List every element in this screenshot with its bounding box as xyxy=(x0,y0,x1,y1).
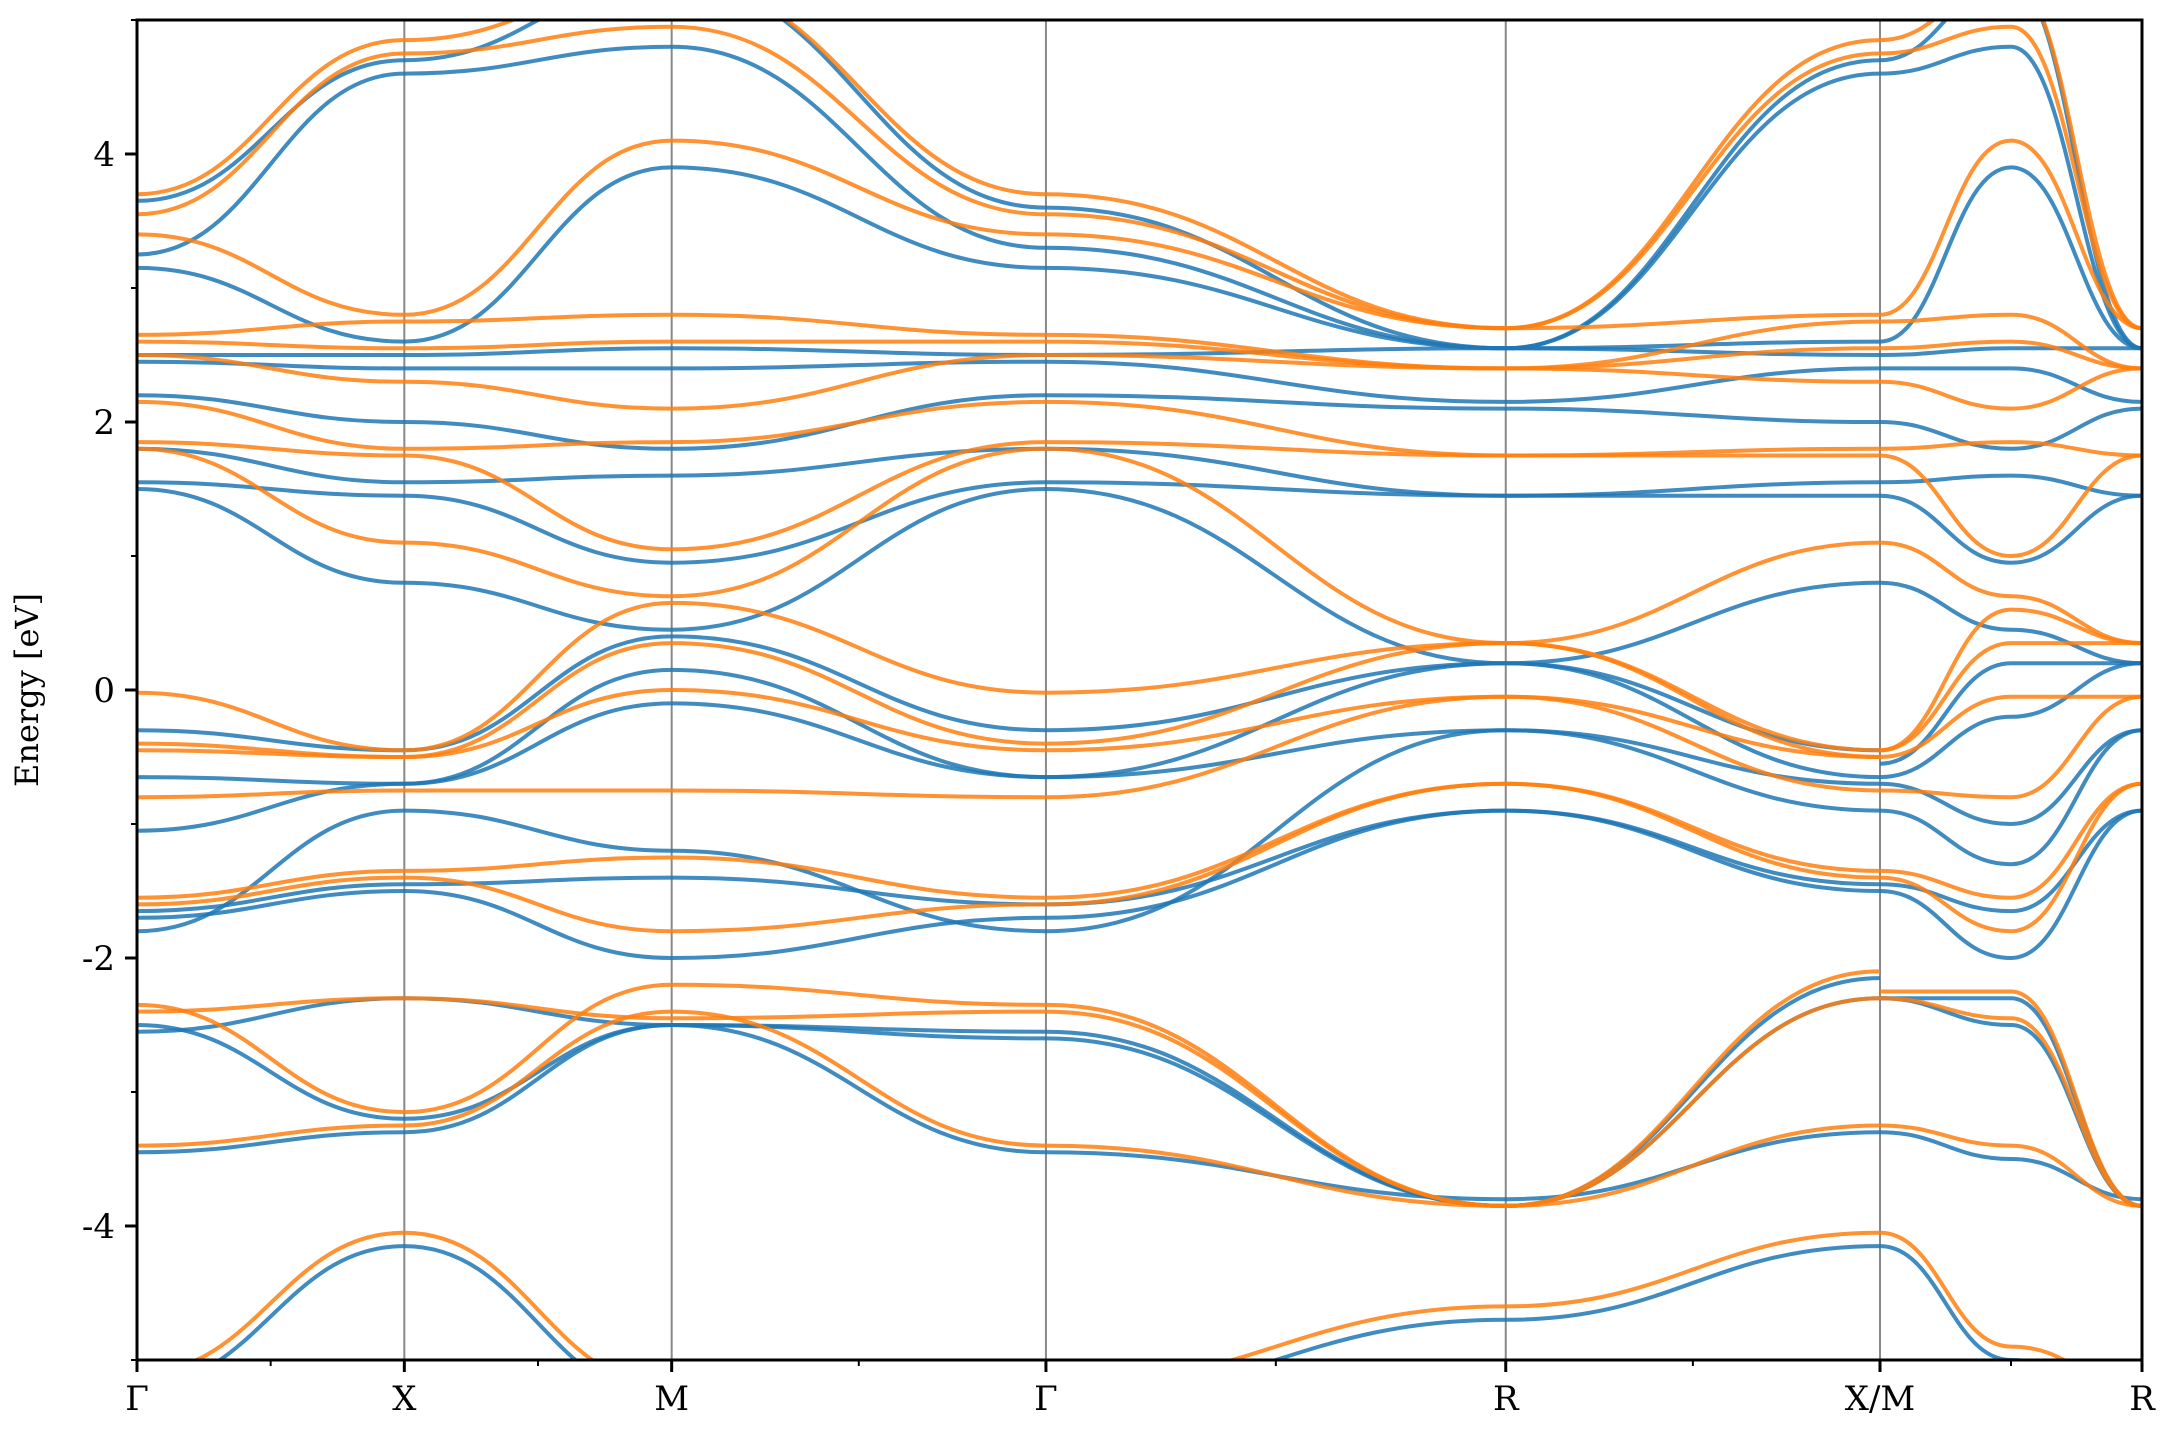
band-line-blue xyxy=(137,359,1881,404)
band-line-blue xyxy=(1879,473,2142,498)
band-line-orange xyxy=(137,969,1881,1208)
band-line-blue xyxy=(137,393,1881,451)
band-line-blue xyxy=(1879,661,2142,780)
band-line-blue xyxy=(137,634,1881,753)
kpoint-label: R xyxy=(2129,1379,2156,1419)
band-line-orange xyxy=(137,1009,1881,1208)
band-line-orange xyxy=(1879,24,2142,331)
band-line-orange xyxy=(137,781,1881,934)
band-line-orange xyxy=(1880,989,2142,1208)
y-tick-label: 4 xyxy=(93,135,115,175)
kpoint-label: X xyxy=(392,1379,417,1419)
band-line-orange xyxy=(137,996,1881,1208)
kpoint-label: M xyxy=(654,1379,689,1419)
band-line-orange xyxy=(1879,138,2142,331)
band-line-blue xyxy=(137,446,1881,498)
band-line-blue xyxy=(1879,580,2142,666)
band-line-orange xyxy=(1879,312,2142,371)
band-line-blue xyxy=(1879,44,2142,351)
band-line-blue xyxy=(1879,366,2142,404)
band-line-blue xyxy=(137,487,1881,666)
y-axis-ticks: -4 -2 0 2 4 xyxy=(82,19,137,1361)
y-tick-label: -4 xyxy=(82,1207,115,1247)
band-line-orange xyxy=(137,446,1881,646)
kpoint-label: R xyxy=(1493,1379,1520,1419)
band-line-blue xyxy=(137,728,1881,934)
band-line-orange xyxy=(1879,641,2142,753)
band-line-blue xyxy=(216,1244,1881,1360)
kpoint-gridlines xyxy=(403,20,1882,1360)
band-line-orange xyxy=(1879,1230,2069,1360)
band-line-orange xyxy=(1879,996,2142,1208)
band-line-orange xyxy=(1879,781,2142,900)
y-tick-label: 2 xyxy=(93,403,115,443)
band-line-orange xyxy=(137,694,1881,800)
band-line-orange xyxy=(137,20,1881,331)
band-line-blue xyxy=(137,996,1881,1208)
band-line-orange xyxy=(191,1230,1881,1360)
y-tick-label: -2 xyxy=(82,939,115,979)
band-line-orange xyxy=(137,781,1881,900)
y-axis-label: Energy [eV] xyxy=(8,593,46,787)
band-line-blue xyxy=(137,44,1881,351)
kpoint-label: X/M xyxy=(1845,1379,1915,1419)
band-line-orange xyxy=(1879,694,2142,800)
y-tick-label: 0 xyxy=(93,671,115,711)
band-line-blue xyxy=(137,661,1881,786)
band-line-orange xyxy=(1879,366,2142,411)
band-line-orange xyxy=(1879,339,2142,371)
band-line-orange xyxy=(137,688,1881,759)
band-line-orange xyxy=(1879,440,2142,458)
band-line-blue xyxy=(1879,808,2142,960)
band-line-blue xyxy=(137,20,1881,351)
band-line-orange xyxy=(1879,20,2142,331)
band-line-blue xyxy=(137,808,1881,914)
band-line-blue xyxy=(1879,165,2142,351)
band-line-orange xyxy=(1879,1123,2142,1208)
band-line-orange xyxy=(137,138,1881,331)
band-line-orange xyxy=(1879,781,2142,934)
band-line-orange xyxy=(1879,694,2142,759)
x-axis-ticks: Γ X M Γ R X/M R xyxy=(125,1360,2156,1419)
bands-orange-series xyxy=(137,20,2142,1360)
kpoint-label: Γ xyxy=(125,1379,149,1419)
kpoint-label: Γ xyxy=(1034,1379,1058,1419)
bands-blue-series xyxy=(137,20,2142,1360)
band-line-blue xyxy=(1879,1244,2033,1360)
band-line-orange xyxy=(137,312,1881,371)
band-line-orange xyxy=(1879,453,2142,558)
band-line-blue xyxy=(137,1023,1881,1202)
band-line-blue xyxy=(1879,346,2142,357)
band-line-orange xyxy=(137,353,1881,411)
band-line-orange xyxy=(137,600,1881,753)
band-line-orange xyxy=(1879,607,2142,753)
band-line-blue xyxy=(1879,493,2142,565)
band-line-blue xyxy=(1879,728,2142,867)
band-line-blue xyxy=(1879,20,2142,351)
band-line-blue xyxy=(1879,406,2142,451)
band-line-orange xyxy=(1879,540,2142,646)
band-line-orange xyxy=(137,399,1881,458)
band-line-blue xyxy=(137,165,1881,351)
